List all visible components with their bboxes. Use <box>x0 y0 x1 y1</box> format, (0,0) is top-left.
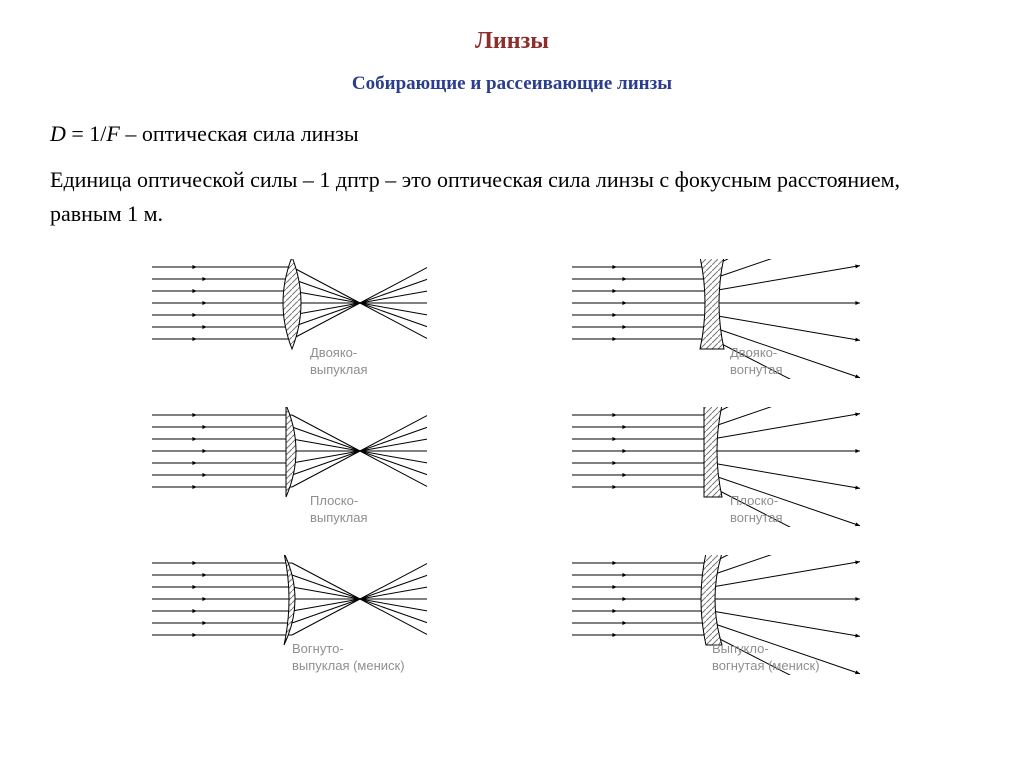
formula-var: F <box>106 121 119 146</box>
diverging-column: Двояко-вогнутая Плоско-вогнутая Выпукло-во… <box>562 259 882 675</box>
lens-diagram-planoconcave: Плоско-вогнутая <box>562 407 882 527</box>
lens-diagram-meniscus_conv: Вогнуто-выпуклая (мениск) <box>142 555 462 675</box>
diagrams-container: Двояко-выпуклая Плоско-выпуклая Вогнуто-вы… <box>50 259 974 675</box>
lens-diagram-meniscus_div: Выпукло-вогнутая (мениск) <box>562 555 882 675</box>
formula-line: D = 1/F – оптическая сила линзы <box>50 117 974 151</box>
page-title: Линзы <box>50 28 974 55</box>
formula-eq: = 1/ <box>66 121 107 146</box>
subtitle: Собирающие и рассеивающие линзы <box>50 73 974 95</box>
formula-lhs: D <box>50 121 66 146</box>
lens-diagram-biconvex: Двояко-выпуклая <box>142 259 462 379</box>
lens-diagram-biconcave: Двояко-вогнутая <box>562 259 882 379</box>
lens-diagram-planoconvex: Плоско-выпуклая <box>142 407 462 527</box>
paragraph: Единица оптической силы – 1 дптр – это о… <box>50 163 974 231</box>
converging-column: Двояко-выпуклая Плоско-выпуклая Вогнуто-вы… <box>142 259 462 675</box>
formula-desc: – оптическая сила линзы <box>120 121 359 146</box>
